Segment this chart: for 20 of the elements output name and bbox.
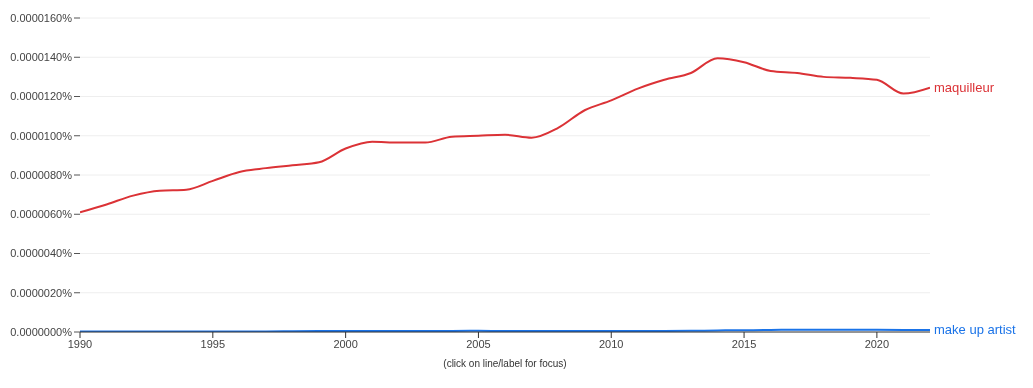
x-tick-label: 2015 bbox=[731, 337, 757, 350]
x-tick-label: 1995 bbox=[200, 337, 226, 350]
x-tick-label: 2000 bbox=[333, 337, 358, 350]
y-tick-label: 0.0000000% bbox=[10, 325, 73, 338]
y-tick-label: 0.0000020% bbox=[10, 286, 73, 299]
series-label: make up artist bbox=[934, 322, 1017, 338]
text: (click on line/label for focus) bbox=[442, 358, 568, 369]
y-tick-label: 0.0000080% bbox=[10, 168, 73, 181]
y-tick-label: 0.0000100% bbox=[10, 129, 73, 142]
x-tick-label: 1990 bbox=[67, 337, 93, 350]
x-tick-label: 2020 bbox=[864, 337, 890, 350]
y-tick-label: 0.0000160% bbox=[10, 11, 73, 24]
series-label: maquilleur bbox=[934, 79, 995, 95]
y-tick-label: 0.0000140% bbox=[10, 51, 73, 64]
x-tick-label: 2010 bbox=[599, 337, 624, 350]
y-tick-label: 0.0000120% bbox=[10, 90, 73, 103]
y-tick-label: 0.0000060% bbox=[10, 208, 73, 221]
y-tick-label: 0.0000040% bbox=[10, 247, 73, 260]
x-tick-label: 2005 bbox=[466, 337, 491, 350]
line-series bbox=[80, 57, 930, 214]
